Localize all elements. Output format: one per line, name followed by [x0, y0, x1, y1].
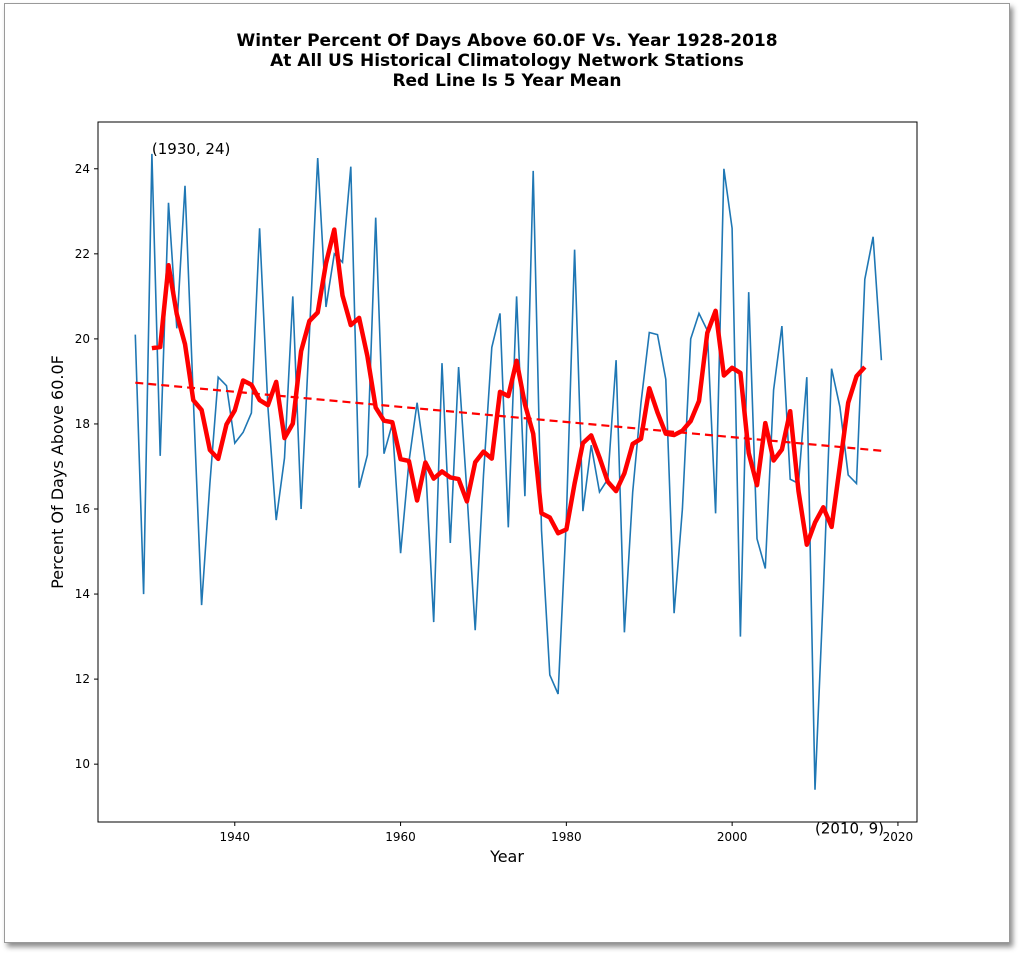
x-tick-label: 1960 — [385, 830, 416, 844]
chart-title-line-3: Red Line Is 5 Year Mean — [392, 71, 621, 91]
y-tick-label: 18 — [75, 417, 90, 431]
x-tick-label: 2020 — [883, 830, 914, 844]
figure-frame — [4, 3, 1010, 943]
x-tick-label: 1980 — [551, 830, 582, 844]
chart-title-line-1: Winter Percent Of Days Above 60.0F Vs. Y… — [236, 31, 777, 51]
y-tick-label: 24 — [75, 162, 90, 176]
y-tick-label: 16 — [75, 502, 90, 516]
y-tick-label: 20 — [75, 332, 90, 346]
x-tick-label: 1940 — [220, 830, 251, 844]
x-axis-label: Year — [489, 847, 524, 866]
plot-area-frame — [97, 121, 918, 823]
trend-line — [135, 381, 882, 452]
chart-title-line-2: At All US Historical Climatology Network… — [270, 51, 744, 71]
yearly-series-line — [134, 153, 883, 790]
x-tick-label: 2000 — [717, 830, 748, 844]
y-tick-label: 12 — [75, 672, 90, 686]
annotation: (1930, 24) — [152, 140, 231, 158]
y-tick-label: 22 — [75, 247, 90, 261]
y-tick-label: 14 — [75, 587, 90, 601]
y-axis-label: Percent Of Days Above 60.0F — [48, 355, 67, 589]
y-tick-label: 10 — [75, 757, 90, 771]
annotation: (2010, 9) — [815, 820, 884, 838]
rolling-mean-line — [151, 227, 867, 547]
